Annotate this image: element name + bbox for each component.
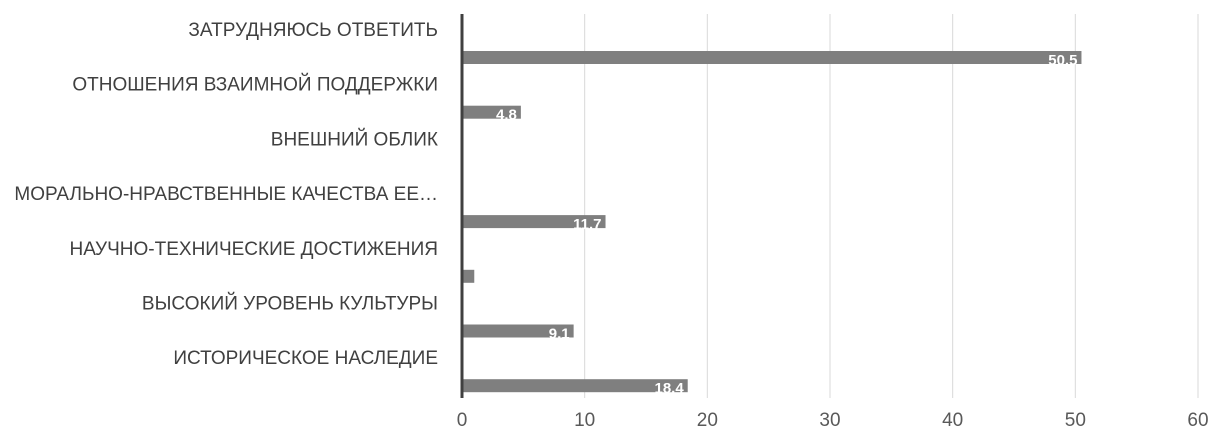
- bar: [462, 269, 475, 283]
- category-label: ВНЕШНИЙ ОБЛИК: [271, 128, 438, 150]
- x-tick-label: 30: [819, 410, 840, 431]
- x-tick-label: 50: [1065, 410, 1086, 431]
- bar: [462, 215, 606, 229]
- bar: [462, 51, 1082, 64]
- bar: [462, 105, 521, 119]
- data-label: 4.8: [496, 107, 517, 124]
- x-tick-labels: 0 10 20 30 40 50 60: [457, 410, 1209, 431]
- x-tick-label: 10: [574, 410, 595, 431]
- category-labels: ЗАТРУДНЯЮСЬ ОТВЕТИТЬ ОТНОШЕНИЯ ВЗАИМНОЙ П…: [14, 20, 438, 369]
- data-label: 11.7: [573, 216, 601, 233]
- category-label: НАУЧНО-ТЕХНИЧЕСКИЕ ДОСТИЖЕНИЯ: [70, 239, 439, 260]
- bars: 50.5 4.8 11.7 9.1 18.4: [462, 51, 1082, 397]
- category-label: ЗАТРУДНЯЮСЬ ОТВЕТИТЬ: [188, 20, 438, 41]
- category-label: ОТНОШЕНИЯ ВЗАИМНОЙ ПОДДЕРЖКИ: [72, 74, 438, 96]
- x-tick-label: 0: [457, 410, 468, 431]
- x-tick-label: 60: [1187, 410, 1208, 431]
- data-label: 50.5: [1048, 52, 1077, 69]
- bar: [462, 379, 688, 393]
- category-label: ИСТОРИЧЕСКОЕ НАСЛЕДИЕ: [173, 348, 438, 369]
- x-tick-label: 20: [697, 410, 718, 431]
- category-label: МОРАЛЬНО-НРАВСТВЕННЫЕ КАЧЕСТВА ЕЕ…: [14, 184, 438, 205]
- x-tick-label: 40: [942, 410, 963, 431]
- data-label: 9.1: [549, 326, 570, 343]
- data-label: 18.4: [655, 380, 685, 397]
- category-label: ВЫСОКИЙ УРОВЕНЬ КУЛЬТУРЫ: [142, 293, 438, 315]
- bar: [462, 324, 574, 338]
- gridlines: [584, 14, 1199, 398]
